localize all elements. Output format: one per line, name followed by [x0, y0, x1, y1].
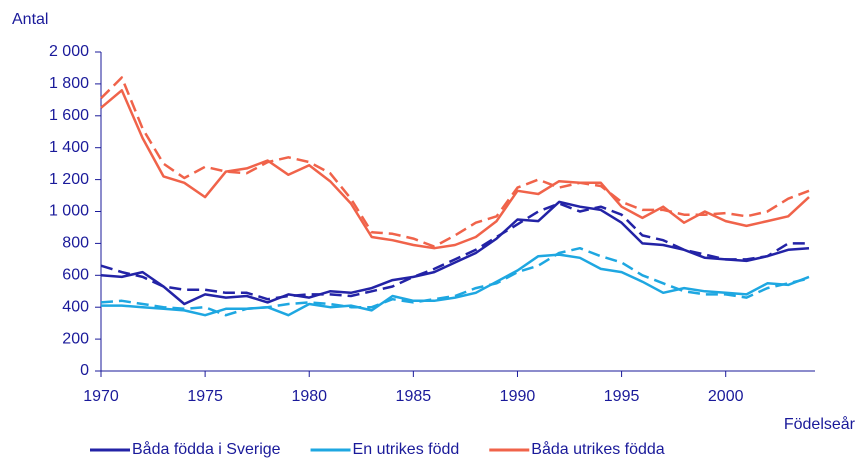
x-tick-label: 2000	[708, 388, 744, 405]
x-tick-label: 1990	[500, 388, 536, 405]
y-tick-label: 400	[62, 298, 89, 315]
y-tick-label: 1 600	[49, 107, 89, 124]
x-tick-label: 1995	[604, 388, 640, 405]
legend-label: Båda födda i Sverige	[132, 440, 281, 458]
legend-label: En utrikes född	[353, 441, 460, 458]
x-axis-label: Födelseår	[784, 415, 856, 433]
line	[100, 89, 810, 250]
dashed-line	[100, 202, 809, 301]
y-tick-label: 1 400	[49, 139, 89, 156]
y-tick-label: 1 200	[49, 171, 89, 188]
y-tick-label: 800	[62, 235, 89, 252]
y-tick-label: 600	[62, 267, 89, 284]
x-tick-label: 1975	[187, 388, 223, 405]
y-tick-label: 2 000	[49, 43, 89, 60]
dashed-line	[100, 246, 810, 317]
x-tick-label: 1985	[396, 388, 432, 405]
x-tick-label: 1970	[83, 388, 119, 405]
x-tick-label: 1980	[291, 388, 327, 405]
dashed-line	[100, 76, 810, 248]
y-tick-label: 0	[80, 362, 89, 379]
y-tick-label: 1 800	[49, 75, 89, 92]
y-axis-label: Antal	[12, 11, 48, 28]
legend-label: Båda utrikes födda	[531, 440, 665, 458]
line	[100, 200, 810, 306]
y-tick-label: 1 000	[49, 203, 89, 220]
line	[101, 253, 810, 317]
y-tick-label: 200	[62, 330, 89, 347]
